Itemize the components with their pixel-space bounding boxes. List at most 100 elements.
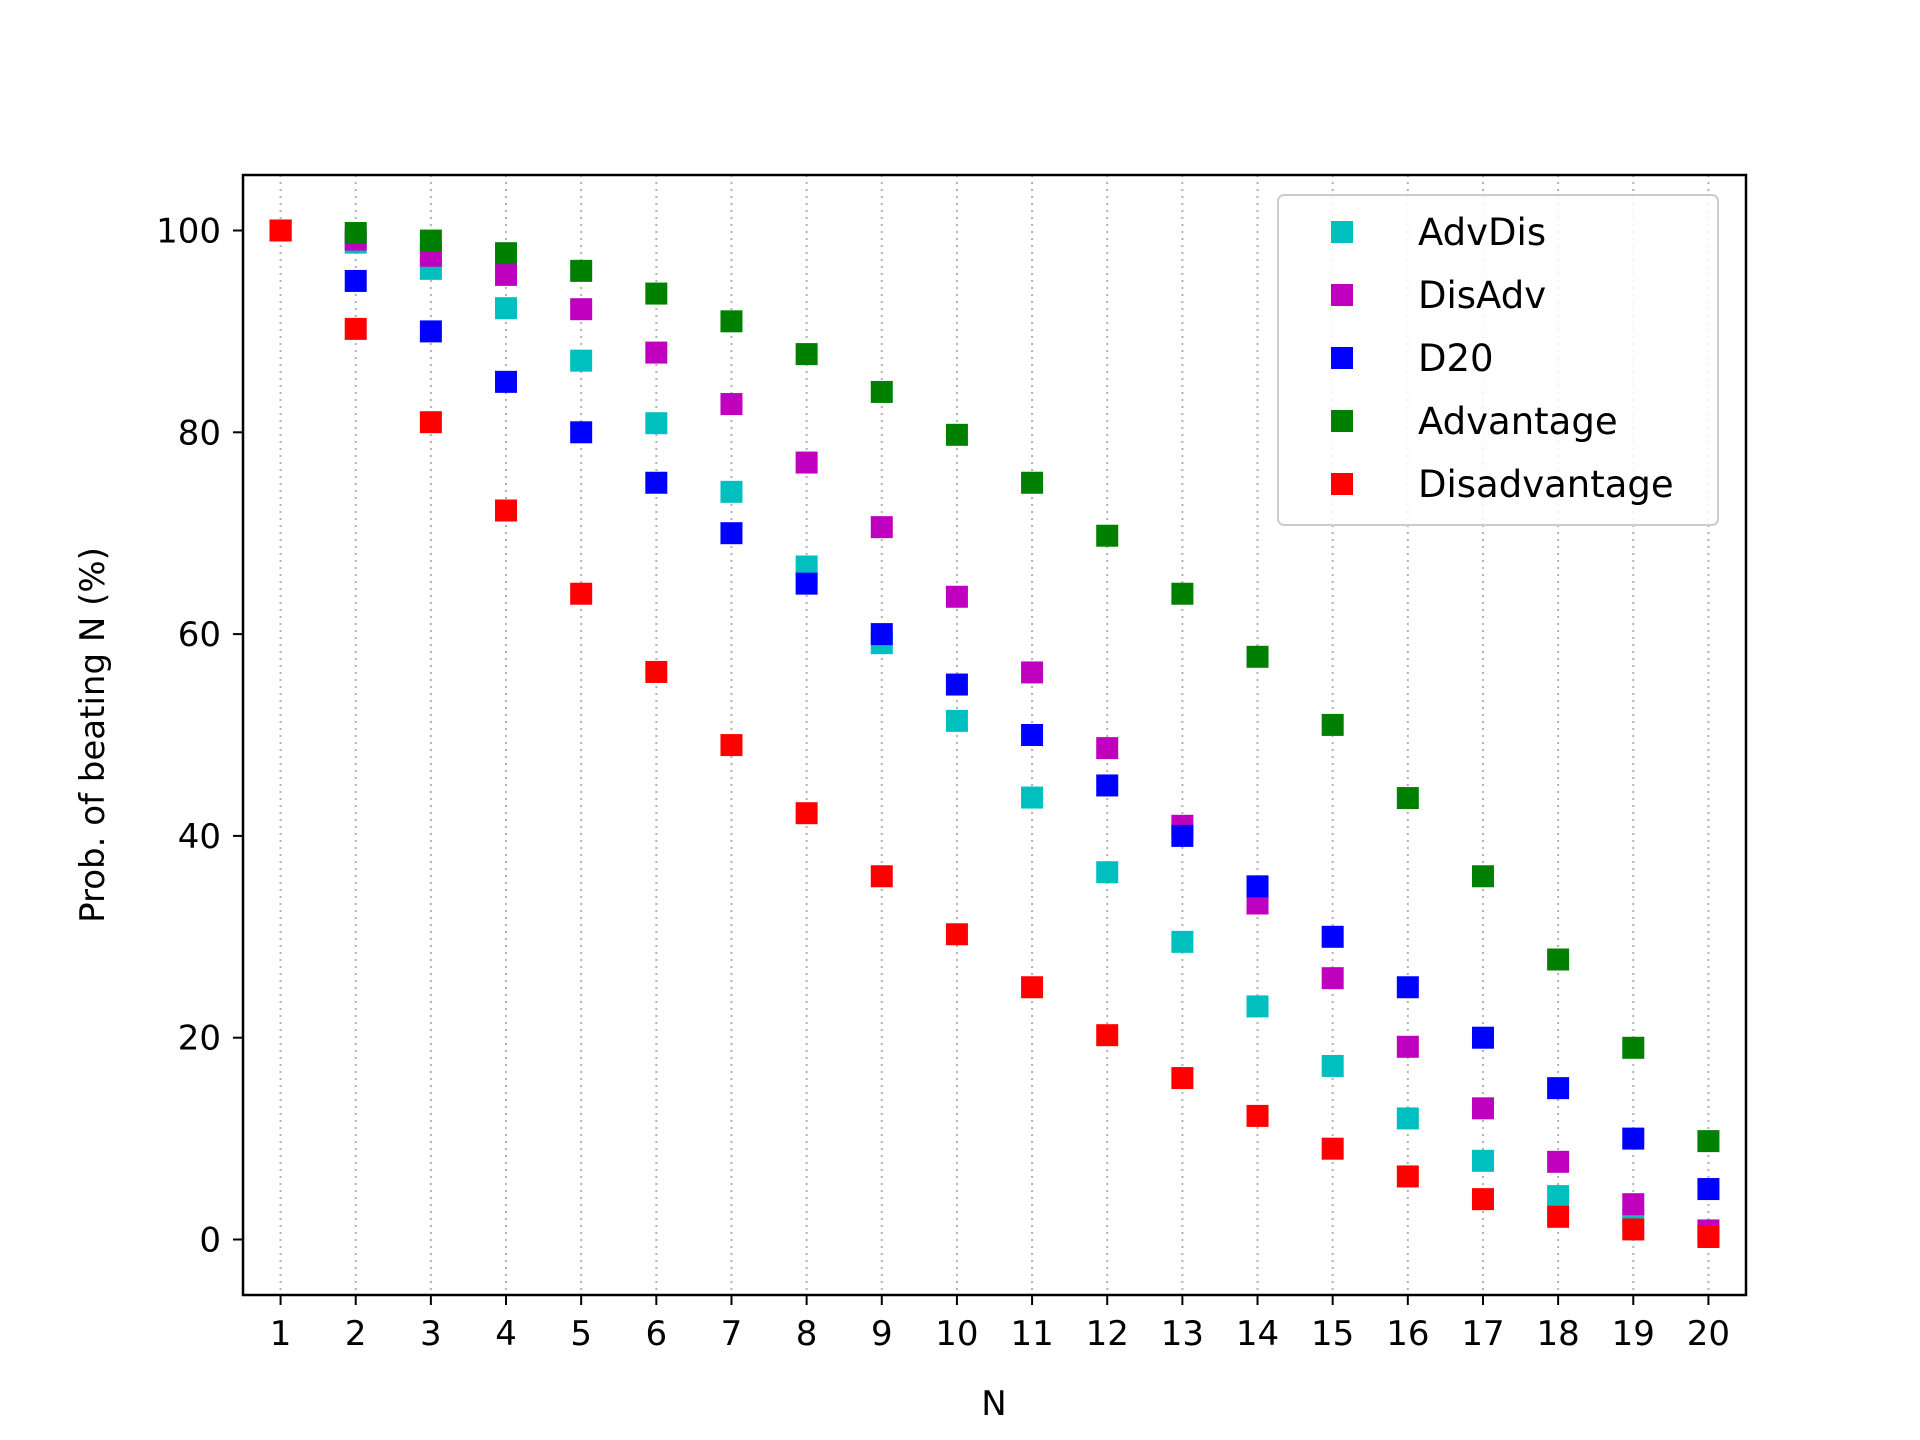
data-point	[1321, 1054, 1344, 1077]
data-point	[1396, 1107, 1419, 1130]
data-point	[1622, 1193, 1645, 1216]
data-point	[1622, 1127, 1645, 1150]
x-tick-label: 6	[646, 1314, 668, 1354]
data-point	[1471, 1188, 1494, 1211]
data-point	[1622, 1036, 1645, 1059]
legend-label: DisAdv	[1418, 274, 1546, 317]
data-point	[1096, 737, 1119, 760]
x-tick-label: 14	[1236, 1314, 1279, 1354]
x-tick-label: 4	[495, 1314, 517, 1354]
data-point	[1321, 967, 1344, 990]
data-point	[495, 499, 518, 522]
data-point	[645, 282, 668, 305]
data-point	[1171, 582, 1194, 605]
data-point	[1021, 976, 1044, 999]
legend-marker	[1331, 347, 1353, 369]
y-tick-label: 20	[178, 1019, 221, 1059]
y-axis: 0 20 40 60 80 100	[156, 211, 243, 1261]
data-point	[1622, 1218, 1645, 1241]
data-point	[419, 320, 442, 343]
y-tick-label: 100	[156, 211, 221, 251]
data-point	[1396, 787, 1419, 810]
legend-label: Advantage	[1418, 400, 1618, 443]
data-point	[1321, 925, 1344, 948]
legend-marker	[1331, 284, 1353, 306]
data-point	[945, 585, 968, 608]
legend-box	[1277, 194, 1719, 526]
data-point	[495, 370, 518, 393]
data-point	[720, 734, 743, 757]
series-advantage	[269, 219, 1720, 1153]
data-point	[1471, 1097, 1494, 1120]
data-point	[945, 423, 968, 446]
data-point	[1096, 774, 1119, 797]
data-point	[1396, 1165, 1419, 1188]
x-tick-label: 8	[796, 1314, 818, 1354]
data-point	[1171, 930, 1194, 953]
data-point	[1396, 1035, 1419, 1058]
data-point	[645, 412, 668, 435]
y-tick-label: 0	[199, 1221, 221, 1261]
data-point	[1697, 1178, 1720, 1201]
data-point	[795, 572, 818, 595]
legend-marker	[1331, 221, 1353, 243]
x-tick-label: 16	[1386, 1314, 1429, 1354]
data-point	[1171, 1067, 1194, 1090]
data-point	[269, 219, 292, 242]
data-point	[645, 660, 668, 683]
data-point	[1547, 1185, 1570, 1208]
data-point	[1321, 713, 1344, 736]
x-tick-label: 2	[345, 1314, 367, 1354]
x-tick-label: 13	[1161, 1314, 1204, 1354]
data-point	[795, 451, 818, 474]
legend-label: AdvDis	[1418, 211, 1546, 254]
data-point	[720, 393, 743, 416]
data-point	[570, 298, 593, 321]
data-point	[419, 411, 442, 434]
data-point	[1021, 661, 1044, 684]
data-point	[1096, 524, 1119, 547]
data-point	[1246, 875, 1269, 898]
data-point	[720, 522, 743, 545]
x-tick-label: 18	[1536, 1314, 1579, 1354]
data-point	[1321, 1137, 1344, 1160]
legend-marker	[1331, 410, 1353, 432]
data-point	[795, 802, 818, 825]
data-points	[269, 219, 1720, 1248]
legend-label: D20	[1418, 337, 1494, 380]
data-point	[1021, 471, 1044, 494]
data-point	[870, 380, 893, 403]
y-tick-label: 80	[178, 413, 221, 453]
legend: AdvDis DisAdv D20 Advantage Disadvantage	[1277, 194, 1719, 526]
data-point	[945, 673, 968, 696]
data-point	[1246, 892, 1269, 915]
data-point	[570, 259, 593, 282]
data-point	[945, 709, 968, 732]
data-point	[570, 349, 593, 372]
data-point	[495, 297, 518, 320]
data-point	[495, 263, 518, 286]
x-tick-label: 9	[871, 1314, 893, 1354]
x-tick-label: 10	[935, 1314, 978, 1354]
data-point	[570, 582, 593, 605]
data-point	[344, 317, 367, 340]
x-tick-label: 7	[721, 1314, 743, 1354]
y-tick-label: 40	[178, 817, 221, 857]
data-point	[1471, 1149, 1494, 1172]
data-point	[495, 242, 518, 265]
data-point	[1096, 1024, 1119, 1047]
data-point	[795, 343, 818, 366]
data-point	[870, 623, 893, 646]
data-point	[720, 480, 743, 503]
data-point	[1171, 824, 1194, 847]
data-point	[1021, 724, 1044, 746]
plot-frame	[241, 173, 1748, 1297]
x-tick-label: 20	[1687, 1314, 1730, 1354]
data-point	[795, 555, 818, 578]
data-point	[1547, 948, 1570, 971]
legend-marker	[1331, 473, 1353, 495]
data-point	[1547, 1205, 1570, 1228]
x-tick-label: 5	[570, 1314, 592, 1354]
x-tick-label: 19	[1612, 1314, 1655, 1354]
data-point	[419, 229, 442, 252]
